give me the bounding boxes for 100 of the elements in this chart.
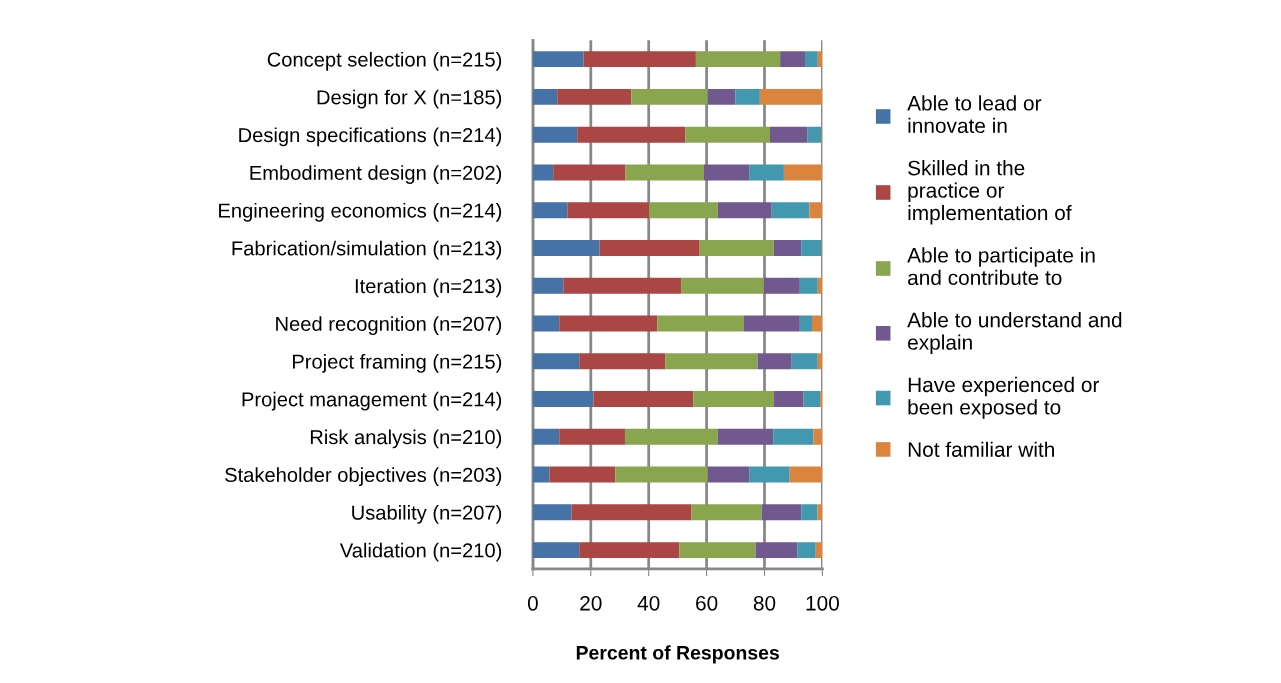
x-tick-label: 0 [527,595,538,611]
x-tick-label: 40 [637,595,660,611]
bar [799,315,812,332]
bar [707,89,736,105]
bar [577,126,686,143]
bar [593,391,694,407]
bar [780,51,806,68]
bar [532,542,580,558]
bar [549,466,616,483]
bar [757,353,792,370]
bar [679,542,756,558]
bar [774,391,804,407]
bar [685,126,770,143]
bar [532,391,594,407]
bar [691,504,762,521]
bar [815,542,823,558]
bar [648,202,718,219]
legend-label: Skilled in the practice or implementation of [908,160,1072,225]
legend-label: Have experienced or been exposed to [908,376,1100,419]
bar [817,504,823,521]
y-tick-label: Design for X (n=185) [317,89,502,109]
bar [805,51,818,68]
bar [695,51,781,68]
y-tick-label: Validation (n=210) [339,542,502,562]
bar [761,504,802,521]
bar [559,315,658,332]
bar [571,504,692,521]
bar [743,315,800,332]
bar [532,89,558,105]
bar [807,126,822,143]
bar [532,277,564,294]
bar [567,202,649,219]
bar [773,240,802,256]
bar [783,164,823,181]
bar [657,315,744,332]
bar [703,164,750,181]
bar [532,126,578,143]
bar [791,353,818,370]
bar [583,51,696,68]
bar [532,353,580,370]
bar [789,466,823,483]
bar [803,391,821,407]
bar [755,542,798,558]
bar [615,466,708,483]
x-tick-label: 60 [696,595,718,611]
bar [631,89,708,105]
bar [749,164,784,181]
bar [532,466,550,483]
bar [624,428,718,445]
y-tick-label: Project framing (n=215) [293,353,502,373]
bar [693,391,775,407]
y-tick-label: Concept selection (n=215) [267,51,502,71]
bar [749,466,790,483]
bar [801,240,822,256]
bar [563,277,682,294]
y-tick-label: Usability (n=207) [352,505,502,524]
bar [599,240,700,256]
bar [532,315,560,332]
bar [553,164,626,181]
bar [797,542,816,558]
y-tick-label: Design specifications (n=214) [239,127,502,147]
y-tick-label: Embodiment design (n=202) [250,165,502,184]
legend-label: Able to understand and explain [907,312,1122,354]
bar [717,428,774,445]
bar [665,353,758,370]
legend-label: Able to participate in and contribute to [907,247,1095,286]
x-axis-title: Percent of Responses [576,645,779,664]
y-tick-label: Project management (n=214) [242,391,502,411]
bar [532,504,572,521]
bar [625,164,704,181]
bar [532,428,560,445]
legend-label: Not familiar with [908,441,1054,457]
bar [699,240,774,256]
bar [773,428,814,445]
bar [813,428,823,445]
x-tick-label: 20 [580,595,602,611]
bar [559,428,625,445]
bar [681,277,764,294]
bar [763,277,800,294]
y-tick-label: Risk analysis (n=210) [310,429,502,449]
bar [707,466,750,483]
y-tick-label: Fabrication/simulation (n=213) [232,240,502,260]
y-tick-label: Need recognition (n=207) [276,316,502,335]
bar [532,240,600,256]
bar [532,202,568,219]
y-tick-label: Engineering economics (n=214) [219,202,502,222]
bar [801,504,818,521]
bar [770,126,808,143]
bar [811,315,823,332]
x-tick-label: 100 [806,595,839,611]
bar [557,89,632,105]
bar [759,89,823,105]
bar [579,353,666,370]
bar [532,164,554,181]
bar [771,202,810,219]
bar [717,202,772,219]
y-tick-label: Iteration (n=213) [355,278,502,298]
bar [735,89,760,105]
bar [532,51,584,68]
bar [799,277,818,294]
